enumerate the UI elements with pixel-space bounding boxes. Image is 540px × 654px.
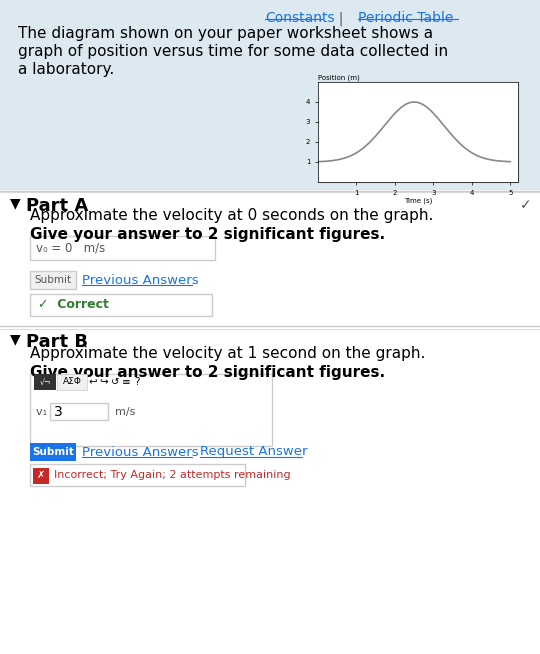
Text: ✗: ✗ — [37, 470, 45, 480]
Text: Submit: Submit — [35, 275, 72, 285]
Text: m/s: m/s — [115, 407, 136, 417]
Text: ▼: ▼ — [10, 332, 21, 346]
Text: ✓: ✓ — [520, 198, 531, 212]
FancyBboxPatch shape — [50, 403, 108, 420]
FancyBboxPatch shape — [30, 464, 245, 486]
Text: Give your answer to 2 significant figures.: Give your answer to 2 significant figure… — [30, 365, 385, 380]
Text: √¬: √¬ — [39, 377, 51, 387]
Text: v₀ = 0   m/s: v₀ = 0 m/s — [36, 241, 105, 254]
FancyBboxPatch shape — [57, 374, 87, 390]
Text: v₁ =: v₁ = — [36, 407, 60, 417]
Text: The diagram shown on your paper worksheet shows a: The diagram shown on your paper workshee… — [18, 26, 433, 41]
Text: ↪: ↪ — [99, 377, 109, 387]
Text: ≡: ≡ — [122, 377, 130, 387]
Text: ΑΣΦ: ΑΣΦ — [63, 377, 82, 387]
FancyBboxPatch shape — [0, 0, 540, 190]
Text: ↩: ↩ — [89, 377, 97, 387]
FancyBboxPatch shape — [318, 82, 518, 182]
FancyBboxPatch shape — [0, 326, 540, 654]
Text: Approximate the velocity at 1 second on the graph.: Approximate the velocity at 1 second on … — [30, 346, 426, 361]
FancyBboxPatch shape — [30, 374, 272, 446]
Text: Give your answer to 2 significant figures.: Give your answer to 2 significant figure… — [30, 227, 385, 242]
FancyBboxPatch shape — [30, 294, 212, 316]
Text: Part A: Part A — [26, 197, 88, 215]
FancyBboxPatch shape — [34, 374, 56, 390]
Text: Submit: Submit — [32, 447, 74, 457]
Text: Approximate the velocity at 0 seconds on the graph.: Approximate the velocity at 0 seconds on… — [30, 208, 434, 223]
Text: |: | — [330, 11, 352, 26]
FancyBboxPatch shape — [0, 191, 540, 459]
FancyBboxPatch shape — [30, 271, 76, 289]
Text: ▼: ▼ — [10, 196, 21, 210]
Text: Constants: Constants — [265, 11, 335, 25]
FancyBboxPatch shape — [30, 443, 76, 461]
Text: Part B: Part B — [26, 333, 88, 351]
Text: Incorrect; Try Again; 2 attempts remaining: Incorrect; Try Again; 2 attempts remaini… — [54, 470, 291, 480]
Text: ↺: ↺ — [111, 377, 119, 387]
Text: ✓  Correct: ✓ Correct — [38, 298, 109, 311]
Text: 3: 3 — [54, 405, 63, 419]
Text: a laboratory.: a laboratory. — [18, 62, 114, 77]
Text: Previous Answers: Previous Answers — [82, 445, 199, 458]
FancyBboxPatch shape — [30, 236, 215, 260]
Text: Request Answer: Request Answer — [200, 445, 307, 458]
Text: Periodic Table: Periodic Table — [358, 11, 454, 25]
FancyBboxPatch shape — [33, 468, 49, 484]
Text: graph of position versus time for some data collected in: graph of position versus time for some d… — [18, 44, 448, 59]
Text: Previous Answers: Previous Answers — [82, 273, 199, 286]
Text: ?: ? — [134, 377, 140, 387]
